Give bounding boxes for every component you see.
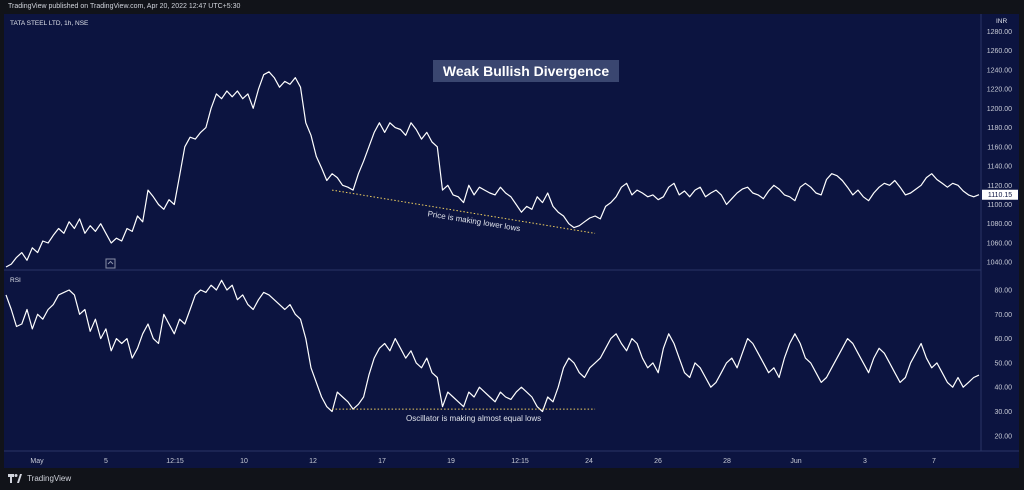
rsi-ytick-label: 60.00 xyxy=(994,336,1012,343)
rsi-label: RSI xyxy=(10,277,21,284)
time-axis-label: 12:15 xyxy=(166,458,184,465)
price-series-line xyxy=(5,71,980,268)
price-ytick-label: 1200.00 xyxy=(987,106,1012,113)
price-pane[interactable]: Price is making lower lows xyxy=(5,71,980,268)
time-axis-label: 19 xyxy=(447,458,455,465)
time-axis-label: 10 xyxy=(240,458,248,465)
price-ytick-label: 1240.00 xyxy=(987,67,1012,74)
rsi-series-line xyxy=(5,279,980,413)
rsi-ytick-label: 70.00 xyxy=(994,312,1012,319)
chart-title-box: Weak Bullish Divergence xyxy=(433,60,619,82)
price-ytick-label: 1220.00 xyxy=(987,87,1012,94)
time-axis-label: 5 xyxy=(104,458,108,465)
rsi-ytick-label: 80.00 xyxy=(994,288,1012,295)
price-ytick-label: 1040.00 xyxy=(987,260,1012,267)
tradingview-logo-icon xyxy=(8,474,22,484)
published-text: TradingView published on TradingView.com… xyxy=(8,3,241,10)
bar-marker-icon[interactable] xyxy=(105,258,116,269)
last-price-badge xyxy=(982,189,1018,200)
price-ytick-label: 1160.00 xyxy=(987,144,1012,151)
price-ytick-label: 1060.00 xyxy=(987,240,1012,247)
time-axis-label: 7 xyxy=(932,458,936,465)
price-ytick-label: 1180.00 xyxy=(987,125,1012,132)
time-axis-label: Jun xyxy=(790,458,801,465)
time-axis-label: 3 xyxy=(863,458,867,465)
time-axis[interactable]: May 5 12:15 10 12 17 19 12:15 24 26 28 Jun 3 7 xyxy=(30,458,936,465)
price-ytick-label: 1120.00 xyxy=(987,183,1012,190)
currency-label: INR xyxy=(996,18,1008,25)
rsi-ytick-label: 40.00 xyxy=(994,385,1012,392)
rsi-ytick-label: 20.00 xyxy=(994,433,1012,440)
rsi-trendline-label: Oscillator is making almost equal lows xyxy=(406,414,541,423)
last-price-label: 1110.15 xyxy=(988,192,1012,199)
price-ytick-label: 1080.00 xyxy=(987,221,1012,228)
price-trendline xyxy=(332,189,596,234)
time-axis-label: 17 xyxy=(378,458,386,465)
rsi-pane[interactable]: Oscillator is making almost equal lows xyxy=(5,279,980,423)
time-axis-label: 28 xyxy=(723,458,731,465)
footer: TradingView xyxy=(0,468,1024,490)
chart-title: Weak Bullish Divergence xyxy=(443,63,609,79)
price-ytick-label: 1260.00 xyxy=(987,48,1012,55)
time-axis-label: May xyxy=(30,458,44,465)
price-ytick-label: 1280.00 xyxy=(987,29,1012,36)
chart-frame[interactable]: Price is making lower lows Oscillator is… xyxy=(4,14,1019,468)
time-axis-label: 12 xyxy=(309,458,317,465)
price-ytick-label: 1140.00 xyxy=(987,164,1012,171)
published-header: TradingView published on TradingView.com… xyxy=(0,0,1024,14)
price-trendline-label: Price is making lower lows xyxy=(427,209,521,233)
footer-brand: TradingView xyxy=(27,474,72,483)
time-axis-label: 26 xyxy=(654,458,662,465)
rsi-ytick-label: 50.00 xyxy=(994,360,1012,367)
time-axis-label: 12:15 xyxy=(511,458,529,465)
rsi-ytick-label: 30.00 xyxy=(994,409,1012,416)
chart-svg[interactable]: Price is making lower lows Oscillator is… xyxy=(4,14,1019,468)
symbol-label: TATA STEEL LTD, 1h, NSE xyxy=(10,20,89,27)
price-ytick-label: 1100.00 xyxy=(987,202,1012,209)
time-axis-label: 24 xyxy=(585,458,593,465)
